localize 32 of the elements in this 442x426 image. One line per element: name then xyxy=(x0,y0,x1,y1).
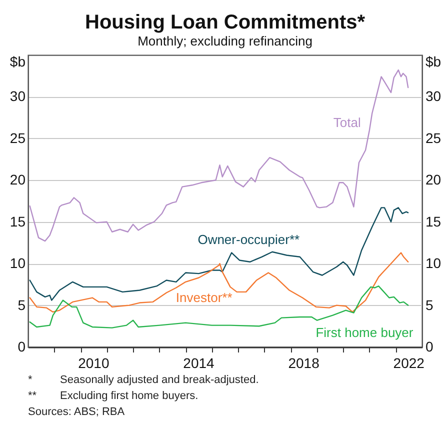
x-tick-label: 2022 xyxy=(393,355,425,371)
y2-tick-label: 5 xyxy=(426,296,434,313)
chart-subtitle: Monthly; excluding refinancing xyxy=(138,33,312,48)
line-series xyxy=(29,285,409,328)
series-label: Total xyxy=(333,115,361,130)
y-tick-label: 5 xyxy=(18,296,26,313)
y-tick-label: 15 xyxy=(10,213,26,230)
y-tick-label: 30 xyxy=(10,88,26,104)
line-series xyxy=(29,252,409,313)
x-tick-label: 2014 xyxy=(183,355,215,371)
y2-tick-label: 10 xyxy=(426,255,442,272)
y2-tick-label: 30 xyxy=(426,88,442,104)
series-label: Owner-occupier** xyxy=(198,232,300,248)
y2-tick-label: 15 xyxy=(426,213,442,230)
y2-tick-label: 25 xyxy=(426,130,442,146)
y-tick-label: 25 xyxy=(10,130,26,146)
x-tick-label: 2018 xyxy=(288,355,320,371)
y-tick-label: 0 xyxy=(18,338,26,354)
text: * Seasonally adjusted and break-adjusted. xyxy=(28,374,259,386)
y2-tick-label: 20 xyxy=(426,172,442,188)
y-tick-label: 10 xyxy=(10,255,26,272)
y2-tick-label: 0 xyxy=(426,338,434,354)
source-note: Sources: ABS; RBA xyxy=(28,405,126,420)
series-label: Investor** xyxy=(176,290,232,305)
chart-title: Housing Loan Commitments* xyxy=(84,11,366,34)
x-tick-label: 2010 xyxy=(78,355,110,371)
series-label: First home buyer xyxy=(316,324,414,340)
y2-axis-title: $b xyxy=(426,54,442,70)
y-tick-label: 20 xyxy=(10,172,26,188)
text: ** Excluding first home buyers. xyxy=(28,390,198,402)
line-series xyxy=(29,207,409,301)
y-axis-title: $b xyxy=(10,54,26,70)
